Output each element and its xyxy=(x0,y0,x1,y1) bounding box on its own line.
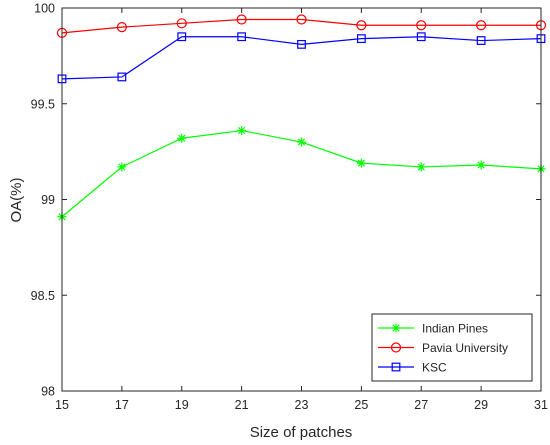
data-point-pavia-university-21 xyxy=(236,14,247,25)
data-point-ksc-19 xyxy=(177,32,187,42)
y-tick-label: 98 xyxy=(41,385,55,399)
data-point-pavia-university-29 xyxy=(476,20,487,31)
x-tick-label: 25 xyxy=(354,398,368,412)
y-axis-label: OA(%) xyxy=(8,177,25,222)
y-tick-label: 100 xyxy=(34,2,55,16)
data-point-ksc-21 xyxy=(237,32,247,42)
x-tick-label: 19 xyxy=(175,398,189,412)
x-axis-label: Size of patches xyxy=(250,424,353,441)
x-tick-label: 27 xyxy=(414,398,428,412)
x-tick-label: 29 xyxy=(474,398,488,412)
data-point-indian-pines-29 xyxy=(476,160,486,170)
legend-label: Indian Pines xyxy=(422,322,488,336)
data-point-indian-pines-21 xyxy=(237,126,247,136)
data-point-pavia-university-25 xyxy=(356,20,367,31)
legend-marker-ksc xyxy=(391,362,401,372)
series-line-pavia-university xyxy=(61,18,541,34)
data-point-ksc-27 xyxy=(416,32,426,42)
data-point-ksc-29 xyxy=(476,36,486,45)
data-point-pavia-university-17 xyxy=(116,22,127,33)
x-tick-label: 15 xyxy=(55,398,69,412)
chart-marks xyxy=(56,14,547,222)
x-tick-label: 31 xyxy=(534,398,548,412)
data-point-indian-pines-17 xyxy=(117,162,127,172)
series-line-ksc xyxy=(61,36,542,80)
data-point-pavia-university-23 xyxy=(296,14,307,25)
legend-label: Pavia University xyxy=(422,341,508,355)
x-tick-label: 17 xyxy=(115,398,129,412)
data-point-pavia-university-19 xyxy=(176,18,187,29)
data-point-pavia-university-27 xyxy=(416,20,427,31)
legend-label: KSC xyxy=(422,361,447,375)
y-tick-label: 98.5 xyxy=(31,289,55,303)
x-tick-label: 21 xyxy=(235,398,249,412)
data-point-indian-pines-25 xyxy=(356,158,366,168)
legend: Indian Pines Pavia University KSC xyxy=(371,313,533,382)
data-point-indian-pines-27 xyxy=(416,162,426,172)
legend-item-pavia-university: Pavia University xyxy=(378,341,508,355)
data-point-indian-pines-19 xyxy=(177,133,187,143)
axes xyxy=(61,7,542,392)
tick-labels: 15 17 19 21 23 25 27 29 31 98 98.5 99 99.5 100 xyxy=(31,2,548,413)
data-point-ksc-23 xyxy=(297,39,306,49)
data-point-indian-pines-23 xyxy=(297,137,306,147)
legend-item-ksc: KSC xyxy=(378,361,447,375)
y-tick-label: 99.5 xyxy=(31,97,55,111)
data-point-ksc-17 xyxy=(117,72,127,82)
legend-marker-indian-pines xyxy=(391,323,401,333)
legend-marker-pavia-university xyxy=(390,342,402,353)
legend-item-indian-pines: Indian Pines xyxy=(378,322,488,336)
y-tick-label: 99 xyxy=(41,193,55,207)
data-point-ksc-25 xyxy=(356,34,366,44)
x-tick-label: 23 xyxy=(295,398,309,412)
series-ksc xyxy=(57,32,546,84)
